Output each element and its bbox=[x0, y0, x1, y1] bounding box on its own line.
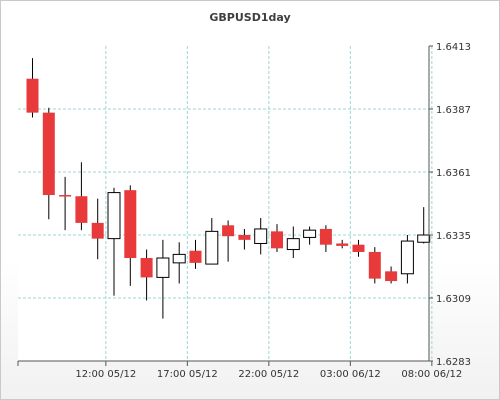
y-tick-label: 1.6309 bbox=[436, 294, 471, 305]
x-tick-label: 03:00 06/12 bbox=[320, 369, 381, 380]
candle-body-down bbox=[352, 244, 365, 252]
candle-body-down bbox=[189, 250, 202, 263]
candle-body-up bbox=[107, 192, 121, 240]
y-tick-label: 1.6361 bbox=[436, 168, 471, 179]
candle-body-down bbox=[91, 222, 104, 239]
candle-body-up bbox=[417, 234, 431, 243]
x-tick-label: 08:00 06/12 bbox=[401, 369, 462, 380]
candle-body-down bbox=[75, 196, 88, 223]
x-tick-label: 12:00 05/12 bbox=[75, 369, 136, 380]
candle-body-down bbox=[42, 112, 55, 196]
candle-body-down bbox=[319, 228, 332, 245]
candle-body-down bbox=[140, 258, 153, 278]
y-tick-label: 1.6283 bbox=[436, 357, 471, 368]
candle-body-down bbox=[368, 251, 381, 279]
candle-body-up bbox=[303, 229, 317, 238]
candles-group bbox=[26, 58, 431, 319]
candle-body-up bbox=[156, 257, 170, 278]
candle-body-up bbox=[400, 240, 414, 275]
candle-body-down bbox=[271, 231, 283, 249]
candle-body-up bbox=[254, 228, 268, 244]
grid-lines bbox=[18, 46, 433, 361]
x-tick-label: 17:00 05/12 bbox=[157, 369, 218, 380]
candle-body-up bbox=[172, 253, 186, 264]
candle-body-down bbox=[238, 235, 251, 240]
x-tick-label: 22:00 05/12 bbox=[238, 369, 299, 380]
candle-body-down bbox=[26, 78, 39, 113]
y-tick-label: 1.6387 bbox=[436, 105, 471, 116]
candle-body-down bbox=[336, 243, 349, 246]
x-ticks: 12:00 05/12 17:00 05/12 22:00 05/12 03:00 0… bbox=[17, 361, 462, 380]
y-tick-label: 1.6335 bbox=[436, 231, 471, 242]
axes-group bbox=[18, 46, 430, 362]
y-tick-label: 1.6413 bbox=[436, 42, 471, 53]
candle-body-down bbox=[385, 271, 398, 282]
chart-title: GBPUSD1day bbox=[209, 11, 291, 24]
candle-body-down bbox=[59, 195, 72, 197]
candle-body-up bbox=[205, 230, 219, 265]
y-ticks: 1.6413 1.6387 1.6361 1.6335 1.6309 1.6283 bbox=[429, 42, 471, 368]
candle-body-down bbox=[222, 225, 235, 237]
candle-body-up bbox=[286, 238, 300, 251]
candle-body-down bbox=[124, 190, 137, 259]
